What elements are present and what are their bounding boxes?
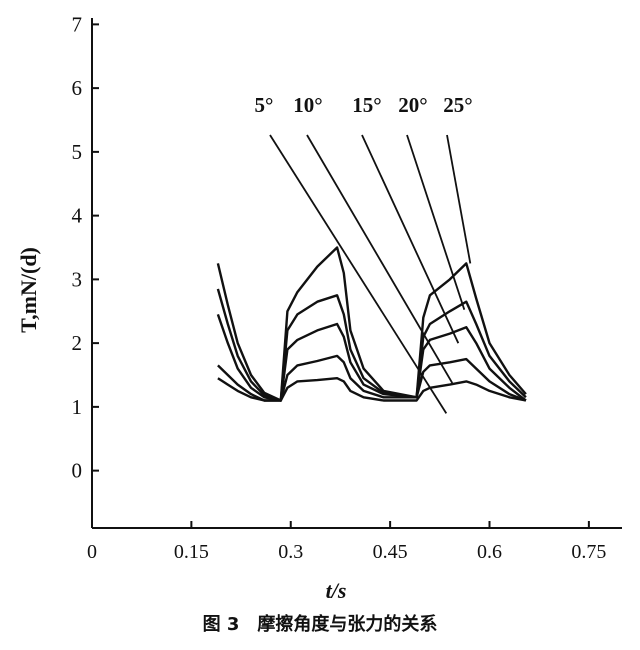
x-tick-label: 0.75 [571,541,606,563]
y-tick-label: 4 [72,204,83,228]
series-line-2 [217,354,527,402]
x-tick-label: 0 [87,541,97,563]
angle-label: 20° [398,93,427,117]
y-tick-label: 6 [72,76,83,100]
angle-label: 5° [255,93,274,117]
angle-label: 25° [443,93,472,117]
y-axis-label: T,mN/(d) [16,247,41,333]
series-line-5 [216,246,527,402]
leader-line [269,134,448,414]
axes [91,18,622,529]
angle-label: 15° [352,93,381,117]
x-axis-label: t/s [326,578,347,603]
y-tick-label: 2 [72,331,83,355]
series-line-3 [216,314,527,402]
x-tick-label: 0.15 [174,541,209,563]
leader-line [406,134,466,310]
y-tick-label: 0 [72,459,83,483]
y-tick-label: 5 [72,140,83,164]
figure-caption: 图 3 摩擦角度与张力的关系 [202,614,438,635]
x-tick-label: 0.3 [278,541,303,563]
y-tick-label: 3 [72,267,83,291]
y-tick-label: 1 [72,395,83,419]
y-tick-label: 7 [72,12,83,36]
leader-line [306,134,454,384]
x-tick-label: 0.6 [477,541,502,563]
angle-label: 10° [293,93,322,117]
leader-line [446,134,472,264]
leader-line [361,134,460,344]
series-line-4 [216,288,527,402]
chart: 0 1 2 3 4 5 6 7 0 0.15 0.3 0.45 0.6 0.75 5° 10° 15° 20° 2… [16,12,622,603]
x-tick-label: 0.45 [373,541,408,563]
